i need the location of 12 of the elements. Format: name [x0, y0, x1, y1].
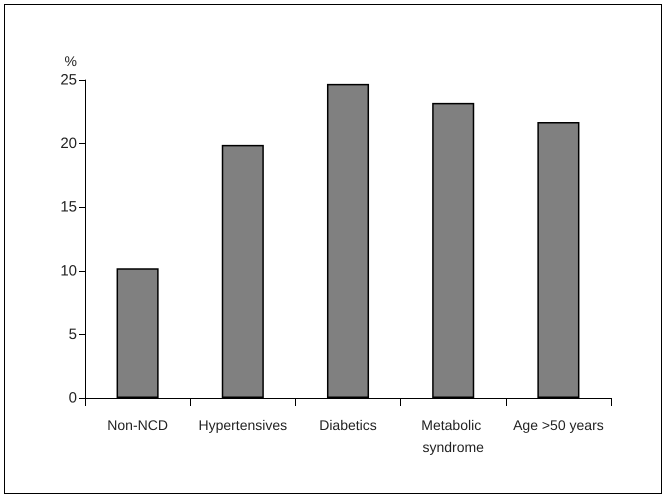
y-tick-label: 5	[68, 326, 77, 343]
y-tick-label: 20	[60, 135, 77, 152]
x-tick-label: Hypertensives	[198, 417, 288, 433]
y-tick-label: 25	[60, 72, 77, 88]
y-axis-title: %	[64, 53, 77, 69]
x-tick-label: Diabetics	[319, 417, 377, 433]
x-tick-label: Age >50 years	[513, 417, 604, 433]
y-tick-label: 10	[60, 262, 77, 280]
y-tick-label: 0	[68, 390, 77, 406]
x-tick-label: Non-NCD	[107, 417, 168, 433]
x-tick-label: Metabolic syndrome	[421, 417, 486, 455]
y-tick-label: 15	[60, 198, 77, 216]
